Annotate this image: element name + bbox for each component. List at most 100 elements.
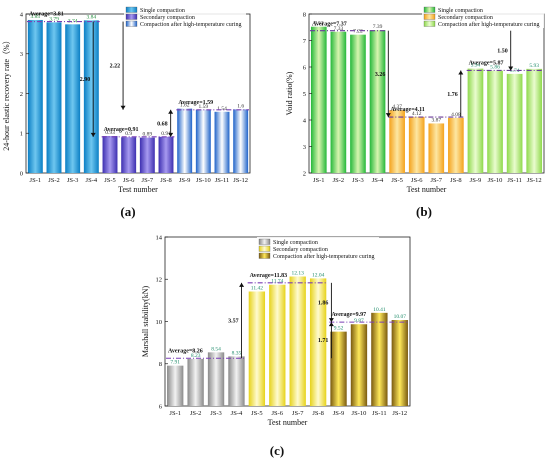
bar [27,19,43,174]
x-tick-label: JS-2 [333,177,345,184]
y-tick-label: 3 [303,144,306,151]
data-label: 5.86 [490,65,500,71]
y-tick-label: 8 [159,361,162,368]
bar [371,312,388,406]
legend-swatch [423,20,436,27]
legend-label: Compaction after high-temperature curing [438,21,539,28]
chart-panel-2: 7.52 7.33 7.22 7.39 4.37 4.12 3.87 4.08 5.94 5.86… [285,5,545,219]
bar [428,123,445,173]
x-tick-label: JS-7 [142,177,154,184]
bar [83,20,99,173]
legend-swatch [423,13,436,20]
y-tick-label: 3 [20,51,23,58]
x-tick-label: JS-5 [104,177,116,184]
bar [389,110,405,173]
legend-swatch [258,245,271,252]
bar [269,284,286,406]
y-tick-label: 4 [303,117,307,124]
data-label: 3.79 [49,16,59,22]
data-label: 7.91 [170,360,180,366]
bar [102,136,118,173]
data-label: 7.33 [334,26,344,32]
x-tick-label: JS-6 [411,177,423,184]
average-label: Average=11.83 [250,273,287,279]
data-label: 1.6 [237,103,244,109]
bar [167,365,184,406]
arrow-head [120,105,126,110]
x-tick-label: JS-9 [470,177,482,184]
bar [526,68,543,173]
x-tick-label: JS-11 [372,410,387,417]
x-tick-label: JS-4 [231,410,243,417]
legend-label: Secondary compaction [438,15,493,21]
data-label: 5.74 [510,68,520,74]
bar [65,24,81,174]
bar [228,356,245,406]
data-label: 7.52 [314,21,324,27]
chart-panel-1: 3.85 3.79 3.743.840.93 0.9 0.89 0.911.62 1.59 1… [2,5,251,219]
legend-swatch [125,6,138,13]
bar [207,352,225,406]
arrow-head [328,322,334,327]
y-tick-label: 12 [156,277,163,284]
legend-swatch [258,238,271,245]
arrow-head [328,318,334,323]
bar [289,276,306,406]
x-tick-label: JS-1 [30,177,42,184]
x-tick-label: JS-4 [372,177,384,184]
bar [177,108,193,173]
bar [187,358,204,406]
data-label: 5.93 [529,63,539,69]
x-tick-label: JS-7 [292,410,304,417]
x-tick-label: JS-5 [251,410,263,417]
bar [350,34,366,173]
x-tick-label: JS-6 [123,177,135,184]
plot-area [308,13,545,174]
average-label: Average=0.91 [104,127,139,133]
difference-label: 1.76 [447,92,458,98]
plot-area [25,13,251,174]
legend-swatch [258,252,271,259]
bar [195,109,211,173]
x-tick-label: JS-6 [272,410,284,417]
bar [487,70,503,173]
y-tick-label: 2 [303,170,306,177]
arrow-head [458,70,464,75]
bar [139,137,155,173]
data-label: 3.84 [87,14,97,20]
bar [330,331,347,406]
y-tick-label: 4 [20,11,24,18]
x-tick-label: JS-9 [179,177,191,184]
x-tick-label: JS-8 [160,177,172,184]
legend-label: Single compaction [273,240,318,246]
x-tick-label: JS-3 [67,177,79,184]
bar [248,291,266,406]
x-tick-label: JS-3 [210,410,222,417]
y-tick-label: 10 [156,319,163,326]
x-tick-label: JS-10 [352,410,367,417]
difference-label: 3.57 [228,319,239,325]
x-tick-label: JS-11 [507,177,522,184]
difference-label: 1.71 [318,338,329,344]
data-label: 11.42 [251,286,263,292]
data-label: 9.87 [354,318,364,324]
x-tick-label: JS-7 [431,177,443,184]
x-tick-label: JS-5 [391,177,403,184]
y-tick-label: 1 [20,131,23,138]
bar [369,30,386,174]
x-tick-label: JS-10 [196,177,211,184]
chart-panel-3: 7.91 8.23 8.54 8.35 11.42 11.74 12.13 12.04 9.52… [141,234,411,458]
x-tick-label: JS-8 [312,410,324,417]
data-label: 5.94 [471,63,481,69]
bar [391,320,408,406]
y-axis-label: Marshall stability(kN) [141,286,150,358]
arrow-head [168,109,174,114]
bar [46,22,62,173]
y-tick-label: 5 [303,91,306,98]
data-label: 1.59 [199,104,209,110]
legend-label: Single compaction [140,8,185,14]
bar [506,73,523,173]
y-tick-label: 2 [20,91,23,98]
difference-label: 1.50 [497,49,508,55]
